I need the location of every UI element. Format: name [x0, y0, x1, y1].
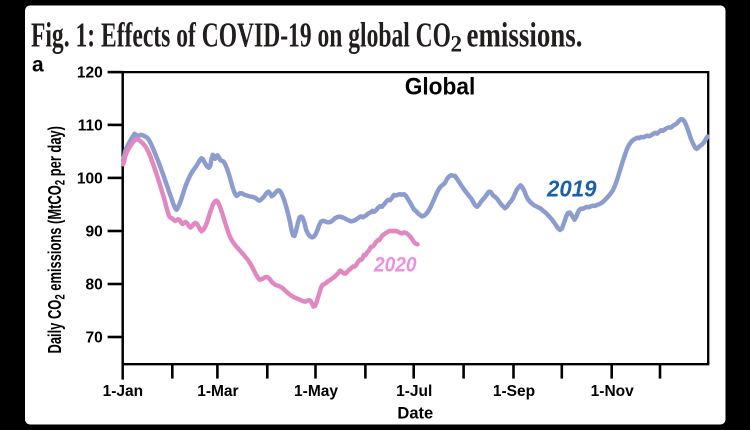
svg-text:110: 110	[78, 117, 103, 134]
svg-text:1-Nov: 1-Nov	[591, 383, 634, 400]
svg-text:Daily CO2 emissions (MtCO2 per: Daily CO2 emissions (MtCO2 per day)	[45, 126, 68, 354]
svg-text:2: 2	[451, 31, 463, 56]
svg-text:Date: Date	[397, 404, 433, 422]
svg-text:Fig. 1: Effects of COVID-19 on: Fig. 1: Effects of COVID-19 on global CO	[31, 16, 451, 55]
svg-text:a: a	[32, 53, 44, 76]
svg-text:1-Jan: 1-Jan	[103, 383, 144, 400]
svg-text:70: 70	[86, 329, 103, 346]
svg-text:2019: 2019	[546, 176, 597, 202]
svg-text:1-Jul: 1-Jul	[396, 383, 432, 400]
svg-text:Global: Global	[405, 74, 476, 101]
svg-text:1-Sep: 1-Sep	[493, 383, 535, 400]
svg-text:2020: 2020	[373, 252, 416, 276]
svg-text:120: 120	[77, 65, 103, 82]
svg-text:80: 80	[86, 276, 103, 293]
svg-text:1-May: 1-May	[294, 383, 338, 400]
svg-text:emissions.: emissions.	[467, 16, 583, 55]
svg-text:1-Mar: 1-Mar	[197, 383, 238, 400]
svg-text:90: 90	[86, 223, 103, 240]
svg-text:100: 100	[77, 170, 103, 187]
